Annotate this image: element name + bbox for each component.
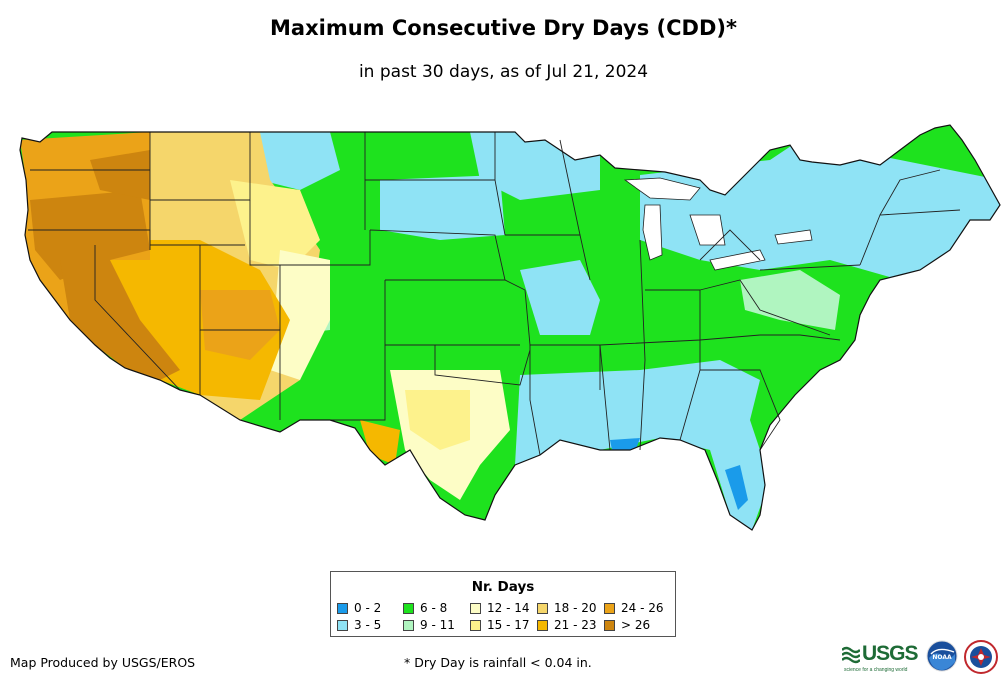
legend-item: 6 - 8 xyxy=(403,601,447,615)
map-title: Maximum Consecutive Dry Days (CDD)* xyxy=(270,16,737,40)
zone-12-14-rockies xyxy=(270,250,330,380)
credit-text: Map Produced by USGS/EROS xyxy=(10,655,196,670)
zone-9-11-midatlantic xyxy=(740,270,840,330)
map-subtitle: in past 30 days, as of Jul 21, 2024 xyxy=(358,62,649,82)
zone-15-17-wyoming xyxy=(230,180,320,270)
zone-over-26-california xyxy=(60,260,180,380)
legend-title: Nr. Days xyxy=(471,579,535,595)
svg-text:NOAA: NOAA xyxy=(932,654,952,661)
legend-swatch xyxy=(604,603,615,614)
legend-swatch xyxy=(470,620,481,631)
zone-over-26-oregon xyxy=(30,190,150,280)
zone-3-5-nebraska xyxy=(380,175,505,240)
zone-15-17-texas xyxy=(405,390,470,450)
legend-swatch xyxy=(604,620,615,631)
zone-3-5-missouri xyxy=(520,260,600,335)
usgs-tagline: science for a changing world xyxy=(844,667,908,673)
agency-logos: USGS science for a changing world NOAA xyxy=(842,640,1002,680)
lake-erie xyxy=(709,249,766,271)
zone-over-26-washington xyxy=(90,150,150,200)
legend-swatch xyxy=(537,620,548,631)
legend-item: 15 - 17 xyxy=(470,618,530,632)
zone-3-5-montana xyxy=(250,132,340,190)
legend-swatch xyxy=(337,603,348,614)
legend-item: 24 - 26 xyxy=(604,601,664,615)
lake-michigan xyxy=(642,204,663,261)
legend-item: > 26 xyxy=(604,618,650,632)
legend-swatch xyxy=(403,603,414,614)
legend-item: 21 - 23 xyxy=(537,618,597,632)
usgs-wave-icon xyxy=(842,646,860,664)
state-boundaries xyxy=(28,132,961,456)
lake-ontario xyxy=(774,229,813,245)
dry-day-footnote: * Dry Day is rainfall < 0.04 in. xyxy=(404,655,592,670)
legend-item: 12 - 14 xyxy=(470,601,530,615)
legend-item: 18 - 20 xyxy=(537,601,597,615)
nws-logo-icon xyxy=(964,640,998,674)
cdd-map xyxy=(19,124,1001,531)
legend-item: 9 - 11 xyxy=(403,618,455,632)
lake-huron xyxy=(689,214,726,246)
lake-superior xyxy=(623,177,701,201)
zone-24-26-utah xyxy=(200,290,280,360)
legend-swatch xyxy=(470,603,481,614)
zone-3-5-gulf-florida xyxy=(515,360,770,530)
legend-item: 0 - 2 xyxy=(337,601,381,615)
noaa-logo-icon: NOAA xyxy=(926,640,958,672)
zone-0-2-florida xyxy=(725,465,748,510)
usgs-logo: USGS xyxy=(842,642,920,668)
legend-item: 3 - 5 xyxy=(337,618,381,632)
legend-swatch xyxy=(337,620,348,631)
legend-swatch xyxy=(537,603,548,614)
legend: Nr. Days 0 - 2 3 - 5 6 - 8 9 - 11 12 - 1… xyxy=(330,571,676,637)
legend-swatch xyxy=(403,620,414,631)
